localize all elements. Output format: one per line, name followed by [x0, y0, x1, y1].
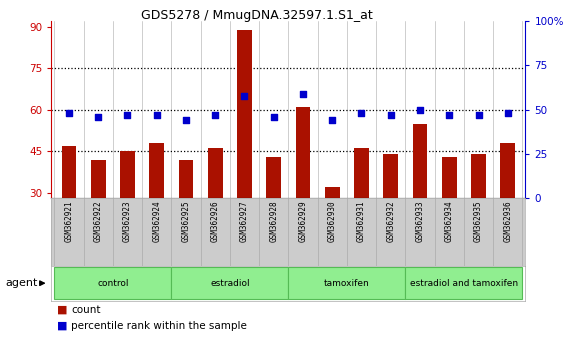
FancyBboxPatch shape [171, 267, 288, 299]
Bar [413, 124, 427, 276]
Text: GSM362926: GSM362926 [211, 200, 220, 242]
Text: GSM362933: GSM362933 [416, 200, 424, 242]
Text: tamoxifen: tamoxifen [324, 279, 370, 288]
Text: GDS5278 / MmugDNA.32597.1.S1_at: GDS5278 / MmugDNA.32597.1.S1_at [141, 9, 373, 22]
Text: ■: ■ [57, 305, 67, 315]
Point [123, 112, 132, 118]
Text: GSM362925: GSM362925 [182, 200, 191, 242]
Text: GSM362935: GSM362935 [474, 200, 483, 242]
Point [240, 93, 249, 98]
Text: count: count [71, 305, 101, 315]
Bar [91, 160, 106, 276]
Bar [325, 187, 340, 276]
Text: GSM362930: GSM362930 [328, 200, 337, 242]
Bar [179, 160, 193, 276]
Bar [471, 154, 486, 276]
Point [474, 112, 483, 118]
FancyBboxPatch shape [54, 267, 171, 299]
Bar [267, 157, 281, 276]
Bar [237, 29, 252, 276]
Point [94, 114, 103, 120]
Bar [442, 157, 457, 276]
Bar [354, 148, 369, 276]
Point [416, 107, 425, 113]
Point [299, 91, 308, 97]
Bar [62, 146, 77, 276]
Point [357, 110, 366, 116]
Bar [384, 154, 398, 276]
Text: GSM362931: GSM362931 [357, 200, 366, 242]
Point [328, 118, 337, 123]
Point [152, 112, 161, 118]
Point [211, 112, 220, 118]
Text: GSM362927: GSM362927 [240, 200, 249, 242]
Text: GSM362932: GSM362932 [386, 200, 395, 242]
Text: GSM362928: GSM362928 [270, 200, 278, 242]
Text: GSM362924: GSM362924 [152, 200, 161, 242]
Point [386, 112, 395, 118]
Text: GSM362934: GSM362934 [445, 200, 454, 242]
Text: estradiol and tamoxifen: estradiol and tamoxifen [410, 279, 518, 288]
Text: estradiol: estradiol [210, 279, 250, 288]
Bar [500, 143, 515, 276]
Text: control: control [97, 279, 128, 288]
Bar [150, 143, 164, 276]
Text: GSM362923: GSM362923 [123, 200, 132, 242]
Point [182, 118, 191, 123]
FancyBboxPatch shape [288, 267, 405, 299]
Text: GSM362922: GSM362922 [94, 200, 103, 242]
Point [503, 110, 512, 116]
FancyBboxPatch shape [405, 267, 522, 299]
Bar [208, 148, 223, 276]
Text: GSM362936: GSM362936 [503, 200, 512, 242]
Point [445, 112, 454, 118]
Point [65, 110, 74, 116]
Text: GSM362929: GSM362929 [299, 200, 307, 242]
Bar [120, 151, 135, 276]
Bar [296, 107, 310, 276]
Text: percentile rank within the sample: percentile rank within the sample [71, 321, 247, 331]
Text: ■: ■ [57, 321, 67, 331]
Point [269, 114, 278, 120]
Text: agent: agent [6, 278, 38, 288]
Text: GSM362921: GSM362921 [65, 200, 74, 242]
